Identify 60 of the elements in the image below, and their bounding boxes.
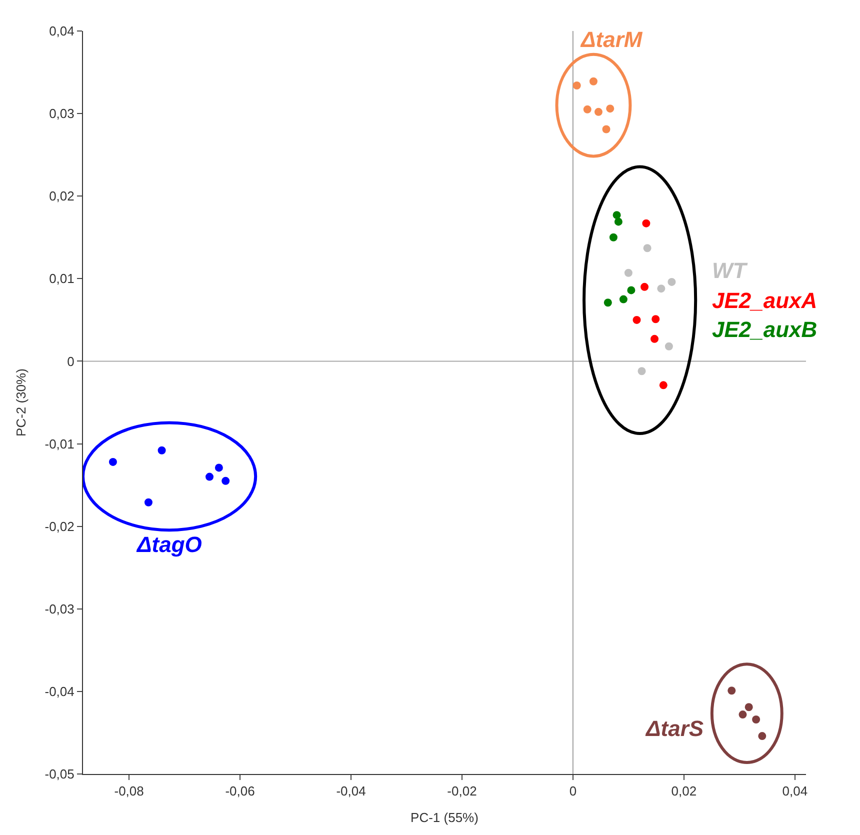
y-tick-label: -0,01 xyxy=(44,436,74,452)
x-tick-label: 0,02 xyxy=(671,784,697,799)
point xyxy=(642,219,650,228)
series-label: ΔtarM xyxy=(580,27,643,52)
point xyxy=(222,476,230,485)
point xyxy=(609,233,618,242)
x-tick-label: -0,04 xyxy=(336,784,366,799)
point xyxy=(108,458,117,466)
point xyxy=(602,125,610,134)
point xyxy=(744,703,753,712)
y-tick-label: 0,03 xyxy=(49,106,74,122)
point xyxy=(619,295,628,304)
x-tick-label: -0,02 xyxy=(447,784,477,799)
point xyxy=(589,77,598,86)
point xyxy=(652,315,660,324)
point xyxy=(643,244,652,252)
point xyxy=(728,686,736,695)
series-label: WT xyxy=(712,258,748,283)
point xyxy=(572,81,581,90)
text: JE2_auxB xyxy=(712,317,818,342)
point xyxy=(614,218,622,226)
point xyxy=(612,211,621,220)
point xyxy=(604,298,612,307)
y-tick-label: 0,01 xyxy=(49,271,74,286)
y-tick-label: 0,04 xyxy=(49,24,74,39)
point xyxy=(650,334,659,343)
point xyxy=(594,108,602,116)
y-tick-label: -0,02 xyxy=(44,518,74,534)
point xyxy=(659,381,668,390)
series-label: ΔtarS xyxy=(645,716,704,741)
y-tick-label: 0,02 xyxy=(49,188,74,204)
point xyxy=(640,282,649,291)
point xyxy=(606,104,614,113)
x-tick-label: 0,04 xyxy=(782,784,808,799)
point xyxy=(664,342,673,350)
point xyxy=(583,105,592,114)
point xyxy=(632,316,641,324)
x-tick-label: -0,06 xyxy=(225,784,255,799)
y-tick-label: -0,05 xyxy=(44,766,74,782)
point xyxy=(668,278,676,286)
x-tick-label: -0,08 xyxy=(114,784,144,799)
y-tick-label: 0 xyxy=(67,354,74,369)
point xyxy=(144,498,152,506)
point xyxy=(158,446,166,454)
point xyxy=(624,268,632,277)
x-tick-label: 0 xyxy=(569,784,577,799)
point xyxy=(657,284,666,293)
point xyxy=(752,716,760,724)
y-tick-label: -0,03 xyxy=(44,601,74,616)
point xyxy=(627,286,636,294)
y-tick-label: -0,04 xyxy=(44,684,74,699)
point xyxy=(214,464,223,472)
x-axis-title: PC-1 (55%) xyxy=(410,810,478,826)
point xyxy=(638,367,646,376)
point xyxy=(738,710,747,719)
series-label: ΔtagO xyxy=(136,532,202,557)
text: JE2_auxA xyxy=(712,288,818,313)
y-axis-title: PC-2 (30%) xyxy=(14,368,29,436)
point xyxy=(758,732,766,740)
point xyxy=(206,472,214,481)
